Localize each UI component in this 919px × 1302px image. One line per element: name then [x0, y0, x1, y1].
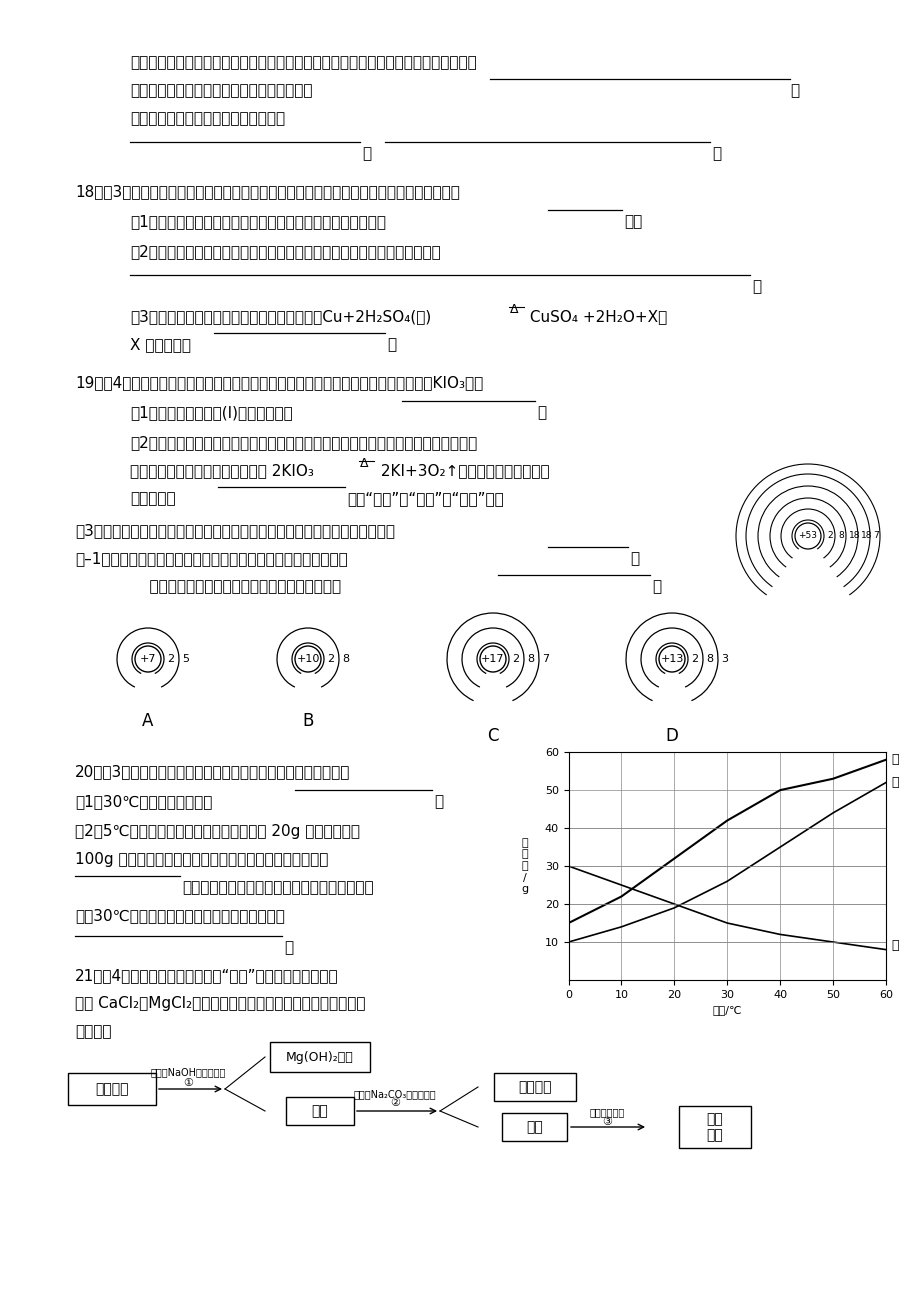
Text: 18: 18 — [860, 531, 871, 540]
Text: B: B — [302, 712, 313, 730]
Text: +7: +7 — [140, 654, 156, 664]
Text: （1）30℃时，丙的溶解度是: （1）30℃时，丙的溶解度是 — [75, 794, 212, 809]
Text: D: D — [664, 727, 677, 745]
FancyBboxPatch shape — [502, 1113, 567, 1141]
Text: +10: +10 — [296, 654, 319, 664]
Text: 溶液: 溶液 — [312, 1104, 328, 1118]
Text: 7: 7 — [541, 654, 549, 664]
Text: ；: ； — [361, 146, 370, 161]
Text: 。: 。 — [537, 405, 546, 421]
Text: 3: 3 — [720, 654, 727, 664]
Text: 溶液: 溶液 — [526, 1120, 543, 1134]
Text: （2）碘酸钙高温下容易分解，所以炒菜宜在起锅前才加盐。有人认为高温下碘酸钙会: （2）碘酸钙高温下容易分解，所以炒菜宜在起锅前才加盐。有人认为高温下碘酸钙会 — [130, 435, 477, 450]
Text: 白色沉淠: 白色沉淠 — [517, 1079, 551, 1094]
Text: 色。: 色。 — [623, 214, 641, 229]
Text: 加过量Na₂CO₃溶液、过滤: 加过量Na₂CO₃溶液、过滤 — [353, 1088, 436, 1099]
Text: 2KI+3O₂↑，该反应前后，碘元素: 2KI+3O₂↑，该反应前后，碘元素 — [376, 464, 549, 478]
Text: ；: ； — [630, 551, 639, 566]
Text: X 的化学式为: X 的化学式为 — [130, 337, 191, 352]
Text: 8: 8 — [342, 654, 348, 664]
Text: 甲: 甲 — [891, 754, 898, 767]
Text: 。: 。 — [387, 337, 396, 352]
Text: +53: +53 — [798, 531, 817, 540]
Text: 物质的溶液。又将三个烧杯中的混合物温度都升: 物质的溶液。又将三个烧杯中的混合物温度都升 — [182, 880, 373, 894]
Text: 18: 18 — [848, 531, 859, 540]
Text: ③: ③ — [601, 1117, 611, 1128]
X-axis label: 温度/℃: 温度/℃ — [711, 1005, 742, 1016]
Text: Mg(OH)₂沉淠: Mg(OH)₂沉淠 — [286, 1051, 354, 1064]
Text: 2: 2 — [512, 654, 518, 664]
Text: 5: 5 — [182, 654, 188, 664]
Y-axis label: 溶
解
度
/
g: 溶 解 度 / g — [521, 838, 528, 894]
Text: 杂质 CaCl₂、MgCl₂。小青同学设计了以下实验方案来除去可溶: 杂质 CaCl₂、MgCl₂。小青同学设计了以下实验方案来除去可溶 — [75, 996, 365, 1010]
Text: +13: +13 — [660, 654, 683, 664]
Text: 。: 。 — [789, 83, 799, 98]
Text: 证方法是加入过量稀盐酸，能观察到的现象是: 证方法是加入过量稀盐酸，能观察到的现象是 — [130, 83, 312, 98]
Text: （1）将浓硫酸滴到布条上，放置一会儿后可以观察到布条变成: （1）将浓硫酸滴到布条上，放置一会儿后可以观察到布条变成 — [130, 214, 386, 229]
Text: 碘–1３１，该碘原子的结构示意图如右图所示。碘元素核电荷数是: 碘–1３１，该碘原子的结构示意图如右图所示。碘元素核电荷数是 — [75, 551, 347, 566]
Text: 高到30℃，所得溶液溶质质量分数的大小关系是: 高到30℃，所得溶液溶质质量分数的大小关系是 — [75, 907, 285, 923]
Text: （3）浓硫酸能与金属铜反应，化学方程式为：Cu+2H₂SO₄(浓): （3）浓硫酸能与金属铜反应，化学方程式为：Cu+2H₂SO₄(浓) — [130, 309, 431, 324]
Text: CuSO₄ +2H₂O+X，: CuSO₄ +2H₂O+X， — [525, 309, 666, 324]
Text: 。: 。 — [751, 279, 760, 294]
Text: 。: 。 — [284, 940, 293, 954]
Text: 加过量NaOH溶液、过滤: 加过量NaOH溶液、过滤 — [150, 1068, 225, 1077]
Text: 加稀盐酸后发生反应的化学方程式为：: 加稀盐酸后发生反应的化学方程式为： — [130, 111, 285, 126]
Text: 加过量稀盐酸: 加过量稀盐酸 — [589, 1107, 624, 1117]
Text: 乙: 乙 — [891, 776, 898, 789]
Text: 2: 2 — [167, 654, 174, 664]
Text: ②: ② — [390, 1098, 400, 1108]
Text: 。: 。 — [652, 579, 661, 594]
Text: 。: 。 — [434, 794, 443, 809]
FancyBboxPatch shape — [68, 1073, 156, 1105]
FancyBboxPatch shape — [286, 1098, 354, 1125]
Text: 7: 7 — [872, 531, 878, 540]
Text: （填“升高”、“降低”或“没变”）。: （填“升高”、“降低”或“没变”）。 — [346, 491, 504, 506]
Text: 100g 水的烧杯中，充分搞拌后得到的溶液，能够饱和的是: 100g 水的烧杯中，充分搞拌后得到的溶液，能够饱和的是 — [75, 852, 328, 867]
Text: 的化合价是: 的化合价是 — [130, 491, 176, 506]
Text: +17: +17 — [481, 654, 505, 664]
Text: A: A — [142, 712, 153, 730]
Text: （2）浓硫酸运输过程中出现泄漏通常用熟石灰进行处理，其化学方程式为：: （2）浓硫酸运输过程中出现泄漏通常用熟石灰进行处理，其化学方程式为： — [130, 243, 440, 259]
Text: （3）日本地震造成了核泄漏，我国部分地区监测到了极微量的人工放射性核素: （3）日本地震造成了核泄漏，我国部分地区监测到了极微量的人工放射性核素 — [75, 523, 394, 538]
Text: Δ: Δ — [359, 457, 369, 470]
Text: Δ: Δ — [509, 303, 518, 316]
Text: 8: 8 — [527, 654, 534, 664]
Text: 下列原子对应的元素与碘元素化学性质相似的是: 下列原子对应的元素与碘元素化学性质相似的是 — [130, 579, 341, 594]
Text: 8: 8 — [837, 531, 843, 540]
FancyBboxPatch shape — [678, 1105, 750, 1148]
Text: 8: 8 — [705, 654, 712, 664]
Text: 蕲发
结晶: 蕲发 结晶 — [706, 1112, 722, 1142]
Text: 2: 2 — [690, 654, 698, 664]
Text: 21．（4分）某粗盐提纯后得到的“精盐”中还含有少量可溶性: 21．（4分）某粗盐提纯后得到的“精盐”中还含有少量可溶性 — [75, 967, 338, 983]
Text: 20．（3分）甲、乙、丙三种固体物质的溶解度曲线如下图所示。: 20．（3分）甲、乙、丙三种固体物质的溶解度曲线如下图所示。 — [75, 764, 350, 779]
Text: 2: 2 — [326, 654, 334, 664]
Text: 19．（4分）我国以食盐加碘方式防治碘缺乏病，碘盐就是在普通食盐中加入碘酸钙（KIO₃）。: 19．（4分）我国以食盐加碘方式防治碘缺乏病，碘盐就是在普通食盐中加入碘酸钙（K… — [75, 375, 482, 391]
Text: （2）5℃时，取甲、乙、丙三种固体物质各 20g 分别加入盛有: （2）5℃时，取甲、乙、丙三种固体物质各 20g 分别加入盛有 — [75, 824, 359, 838]
Text: 18．（3分）硫酸既是重要的化工产品，又是重要的化工原料，还是实验室重要的化学试剂。: 18．（3分）硫酸既是重要的化工产品，又是重要的化工原料，还是实验室重要的化学试… — [75, 184, 460, 199]
FancyBboxPatch shape — [269, 1042, 369, 1072]
Text: 精盐溶液: 精盐溶液 — [96, 1082, 129, 1096]
Text: （1）碘酸钙中碘元素(I)的质量分数是: （1）碘酸钙中碘元素(I)的质量分数是 — [130, 405, 292, 421]
Text: 质。有一袋鐵粉使用了一段时间，表面已经生锈，但经过验证它还可以继续使用，其验: 质。有一袋鐵粉使用了一段时间，表面已经生锈，但经过验证它还可以继续使用，其验 — [130, 55, 476, 70]
Text: 性杂质。: 性杂质。 — [75, 1023, 111, 1039]
Text: 。: 。 — [711, 146, 720, 161]
Text: C: C — [487, 727, 498, 745]
FancyBboxPatch shape — [494, 1073, 575, 1101]
Text: 2: 2 — [826, 531, 832, 540]
Text: 首先分解为碘化钙，化学方程式是 2KIO₃: 首先分解为碘化钙，化学方程式是 2KIO₃ — [130, 464, 313, 478]
Text: 丙: 丙 — [891, 939, 898, 952]
Text: ①: ① — [183, 1078, 193, 1088]
